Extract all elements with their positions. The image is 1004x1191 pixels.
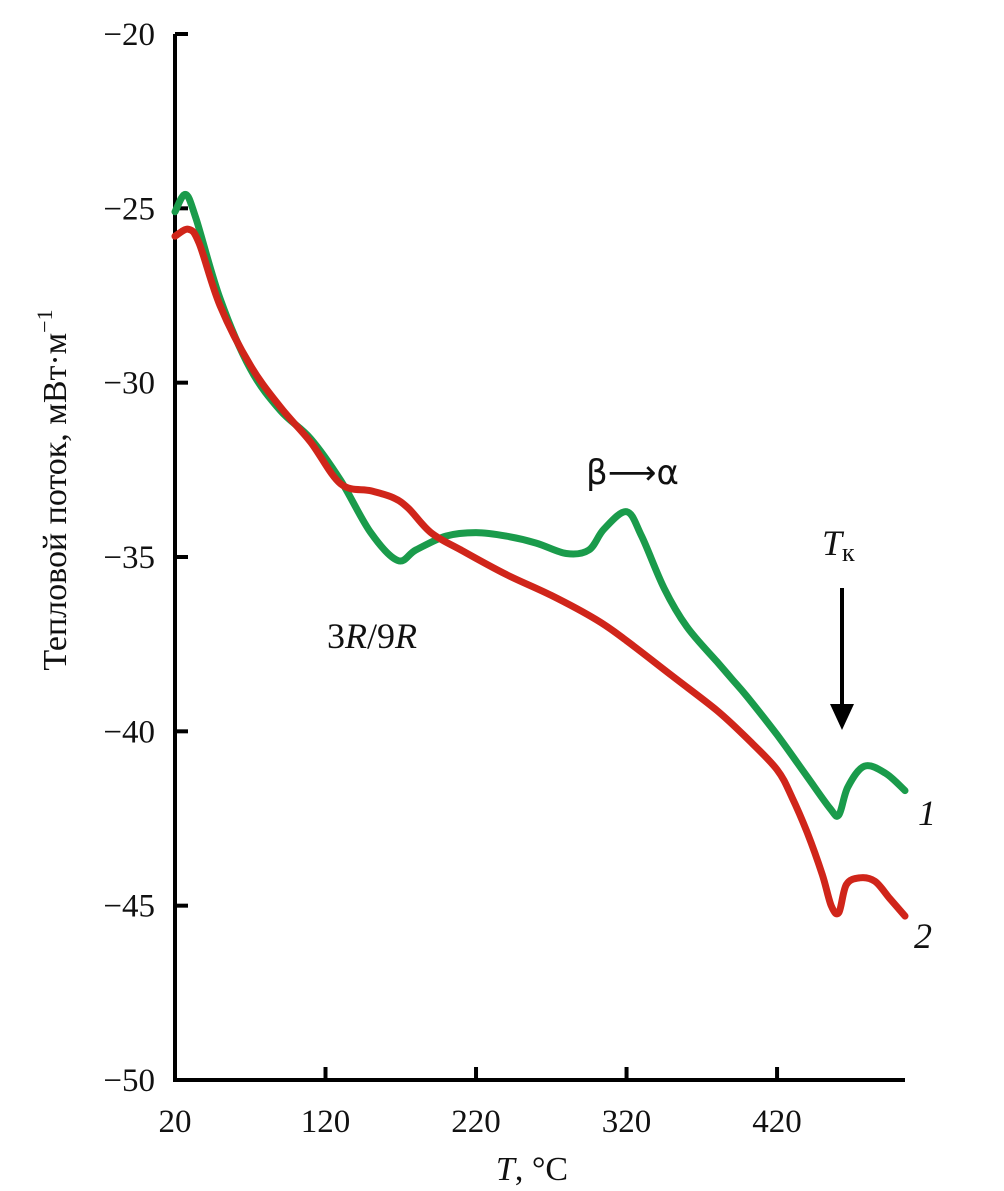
x-axis-title: T, °C bbox=[496, 1151, 568, 1188]
y-tick-label: −30 bbox=[103, 366, 155, 402]
x-tick-label: 420 bbox=[752, 1104, 802, 1140]
y-tick-label: −20 bbox=[103, 17, 155, 53]
x-tick-label: 20 bbox=[159, 1104, 192, 1140]
series-line-2 bbox=[171, 225, 909, 920]
y-tick-label: −50 bbox=[103, 1063, 155, 1099]
phase-label-3r9r: 3R/9R bbox=[327, 616, 417, 656]
y-axis-title: Тепловой поток, мВт·м−1 bbox=[32, 309, 74, 670]
y-tick-label: −40 bbox=[103, 714, 155, 750]
tk-label: Tк bbox=[822, 523, 855, 567]
series-lines bbox=[171, 190, 909, 920]
y-tick-label: −45 bbox=[103, 889, 155, 925]
axis-ticks: −50 −45 −40 −35 −30 −25 −20 20 120 220 320 420 bbox=[103, 17, 801, 1140]
x-tick-label: 320 bbox=[602, 1104, 652, 1140]
y-tick-label: −35 bbox=[103, 540, 155, 576]
transition-label-beta-alpha: β⟶α bbox=[586, 453, 679, 493]
series-line-1 bbox=[171, 190, 909, 820]
curve-label-2: 2 bbox=[914, 916, 932, 956]
curve-label-1: 1 bbox=[918, 793, 936, 833]
tk-arrow-head-icon bbox=[830, 704, 854, 730]
x-tick-label: 220 bbox=[451, 1104, 501, 1140]
y-tick-label: −25 bbox=[103, 191, 155, 227]
x-tick-label: 120 bbox=[301, 1104, 351, 1140]
